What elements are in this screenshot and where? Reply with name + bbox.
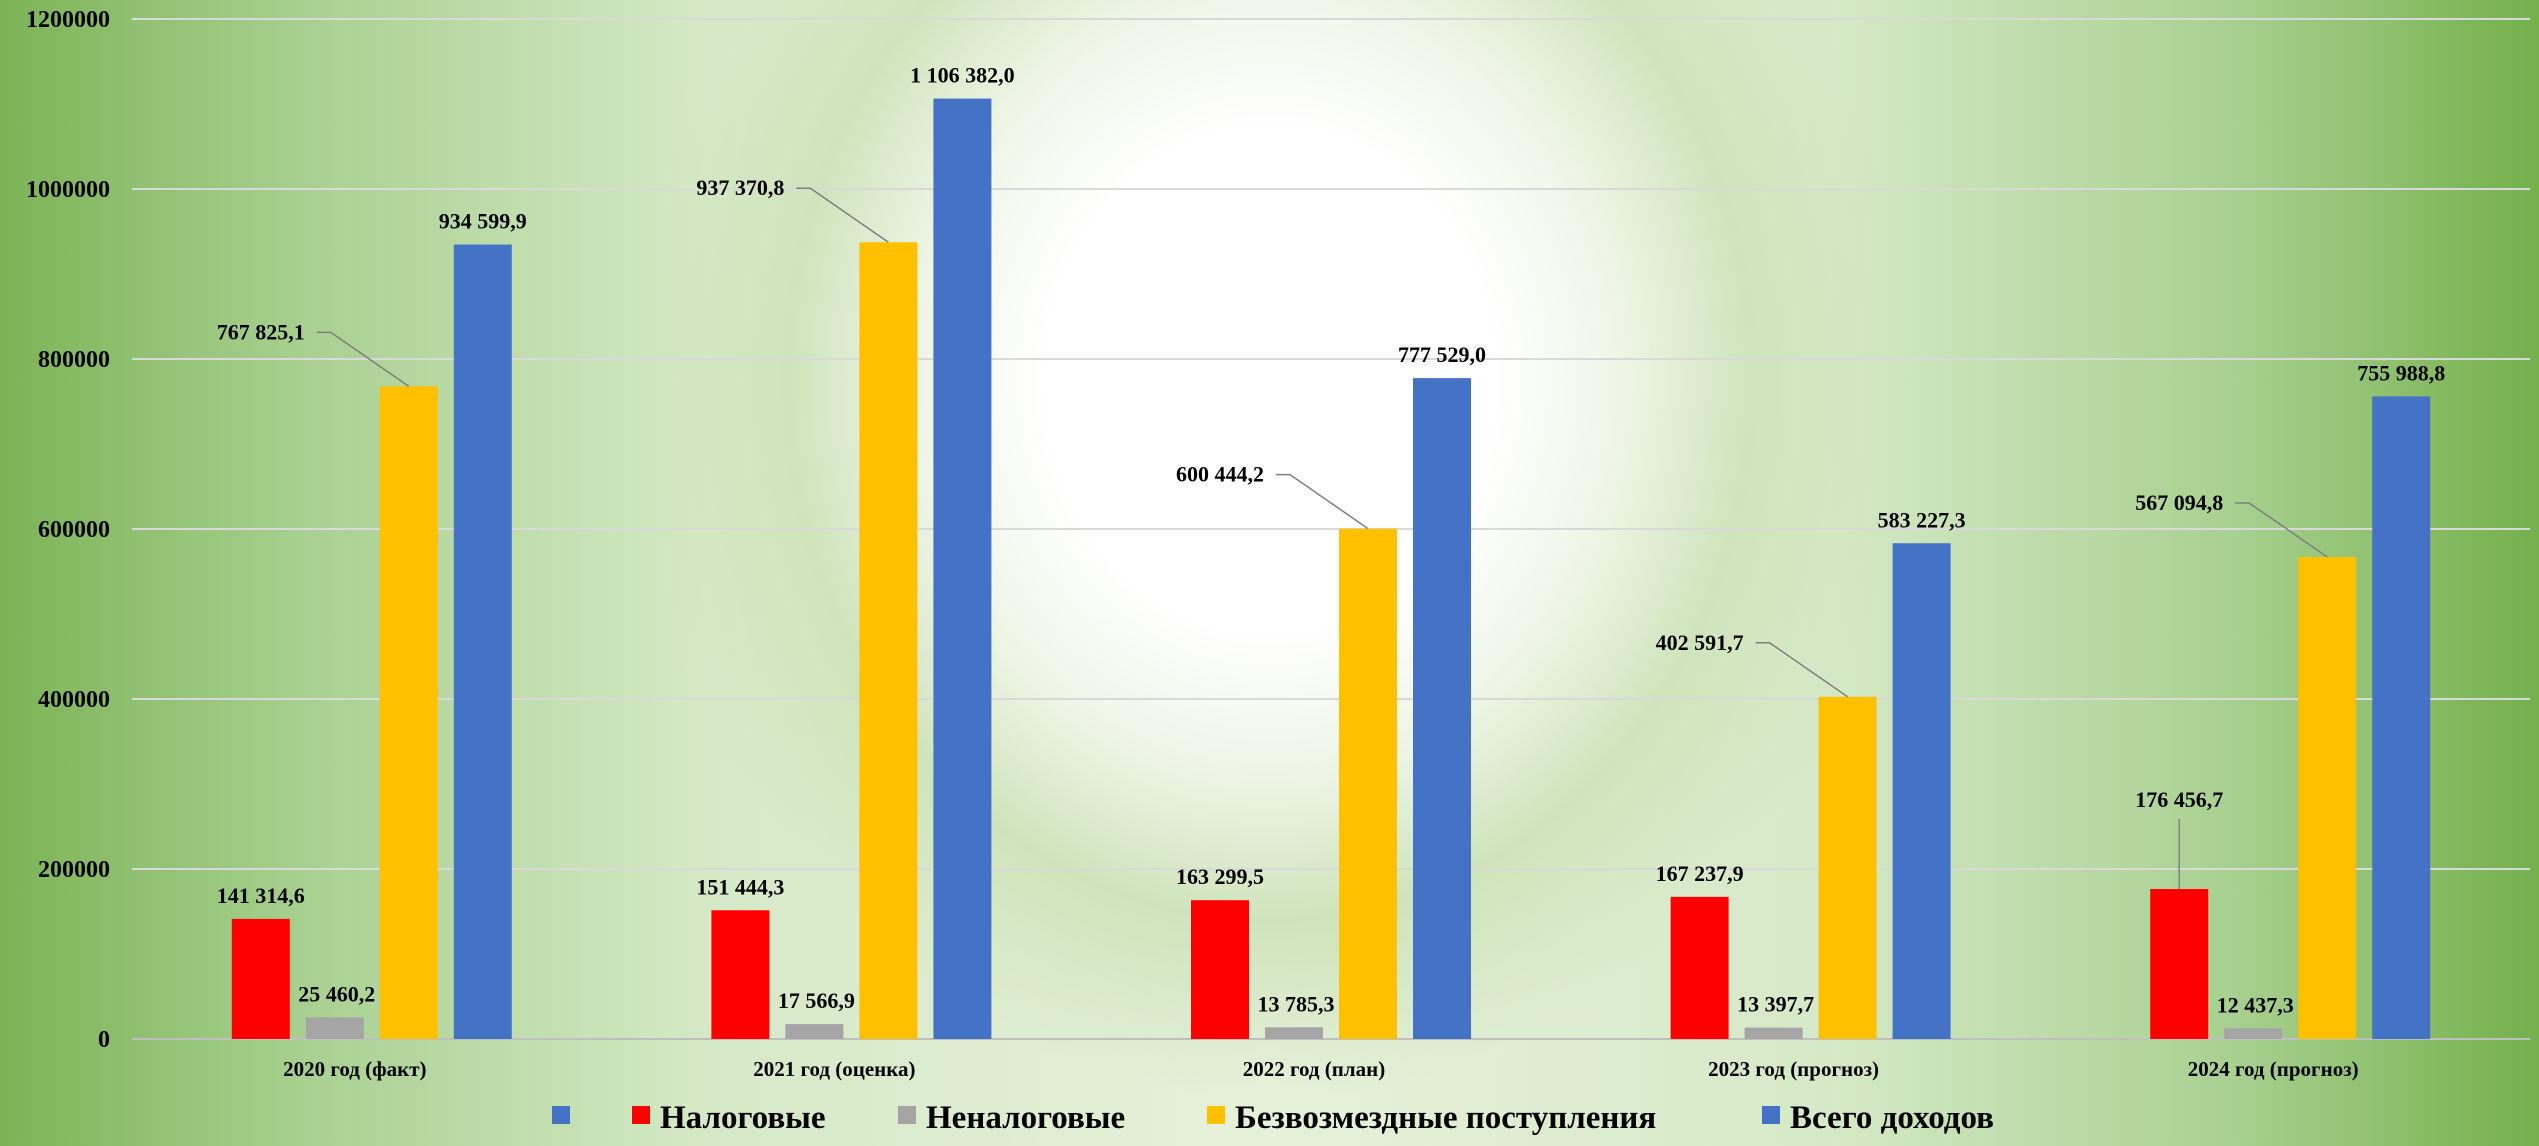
y-tick-label: 1200000 bbox=[26, 7, 110, 33]
legend-label: Налоговые bbox=[660, 1100, 826, 1136]
legend-label: Всего доходов bbox=[1790, 1100, 1994, 1136]
leader-line bbox=[796, 187, 889, 243]
bar bbox=[1892, 543, 1951, 1039]
category-label: 2020 год (факт) bbox=[283, 1057, 426, 1081]
data-label: 151 444,3 bbox=[696, 874, 784, 899]
legend-label: Безвозмездные поступления bbox=[1235, 1100, 1656, 1136]
bar bbox=[1413, 378, 1471, 1039]
y-tick-label: 600000 bbox=[38, 517, 110, 543]
leader-line bbox=[316, 331, 410, 387]
bar bbox=[2298, 556, 2357, 1039]
leader-line bbox=[2235, 502, 2328, 558]
data-label: 767 825,1 bbox=[217, 319, 305, 344]
data-label: 13 397,7 bbox=[1737, 992, 1814, 1017]
leader-line bbox=[1276, 473, 1369, 530]
bar bbox=[2224, 1028, 2283, 1039]
data-label: 600 444,2 bbox=[1176, 462, 1264, 487]
data-label: 141 314,6 bbox=[217, 883, 305, 908]
category-label: 2021 год (оценка) bbox=[753, 1057, 915, 1081]
bar bbox=[231, 918, 290, 1039]
data-label: 777 529,0 bbox=[1398, 342, 1486, 367]
legend-swatch bbox=[632, 1106, 650, 1124]
legend-swatch bbox=[1207, 1106, 1225, 1124]
bar bbox=[859, 242, 918, 1040]
leader-line bbox=[1755, 642, 1849, 698]
data-label: 25 460,2 bbox=[298, 981, 375, 1006]
bar bbox=[1818, 696, 1877, 1039]
data-label: 12 437,3 bbox=[2217, 992, 2294, 1017]
data-label: 755 988,8 bbox=[2357, 360, 2445, 385]
category-label: 2022 год (план) bbox=[1243, 1057, 1386, 1081]
bar bbox=[1265, 1027, 1323, 1039]
data-label: 167 237,9 bbox=[1656, 861, 1744, 886]
bar bbox=[1744, 1027, 1803, 1039]
category-label: 2024 год (прогноз) bbox=[2188, 1057, 2359, 1081]
legend-swatch bbox=[898, 1106, 916, 1124]
data-label: 176 456,7 bbox=[2135, 787, 2223, 812]
bar bbox=[2372, 396, 2431, 1039]
data-label: 567 094,8 bbox=[2135, 490, 2223, 515]
data-label: 163 299,5 bbox=[1176, 864, 1264, 889]
bar bbox=[2150, 889, 2209, 1039]
y-tick-label: 1000000 bbox=[26, 177, 110, 203]
bar bbox=[1670, 896, 1729, 1039]
bar bbox=[933, 98, 992, 1039]
y-tick-label: 400000 bbox=[38, 687, 110, 713]
legend-swatch bbox=[1762, 1106, 1780, 1124]
data-label: 1 106 382,0 bbox=[910, 63, 1015, 88]
legend-label: Неналоговые bbox=[926, 1100, 1125, 1136]
bar bbox=[1191, 900, 1249, 1039]
category-label: 2023 год (прогноз) bbox=[1708, 1057, 1879, 1081]
data-label: 17 566,9 bbox=[778, 988, 855, 1013]
bar bbox=[453, 244, 512, 1039]
bar bbox=[1339, 528, 1397, 1039]
legend-swatch bbox=[552, 1106, 570, 1124]
bar bbox=[379, 386, 438, 1040]
y-tick-label: 0 bbox=[98, 1027, 110, 1053]
y-tick-label: 800000 bbox=[38, 347, 110, 373]
data-label: 402 591,7 bbox=[1656, 630, 1744, 655]
bar bbox=[711, 910, 770, 1039]
bar bbox=[785, 1024, 844, 1039]
data-label: 13 785,3 bbox=[1258, 991, 1335, 1016]
y-tick-label: 200000 bbox=[38, 857, 110, 883]
bar bbox=[305, 1017, 364, 1039]
data-label: 583 227,3 bbox=[1878, 507, 1966, 532]
data-label: 934 599,9 bbox=[439, 209, 527, 234]
data-label: 937 370,8 bbox=[696, 175, 784, 200]
